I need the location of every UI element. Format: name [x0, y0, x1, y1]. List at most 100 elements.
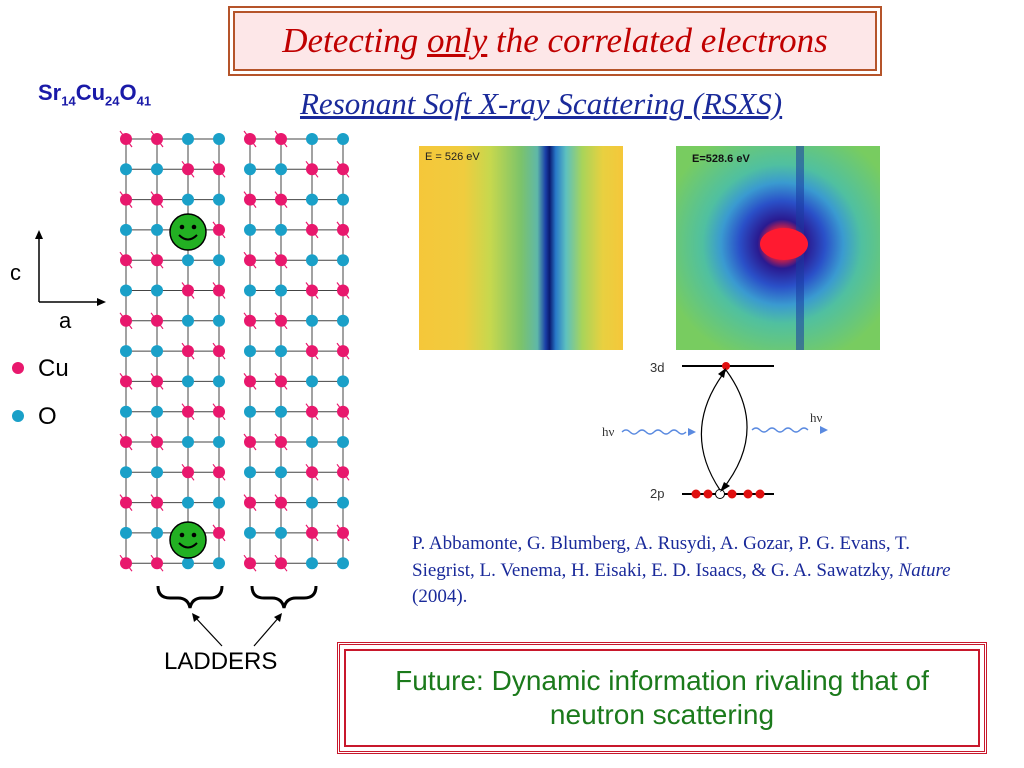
o-atom — [337, 254, 349, 267]
spin-arrow — [119, 554, 133, 572]
formula-cu-sub: 24 — [105, 93, 120, 109]
o-atom — [120, 345, 132, 358]
spin-arrow — [336, 282, 350, 299]
spin-arrow — [305, 463, 319, 481]
spin-arrow — [243, 130, 257, 148]
o-atom — [275, 466, 287, 479]
o-atom — [213, 436, 225, 448]
spin-arrow — [274, 373, 288, 390]
c-axis-label: c — [10, 260, 21, 285]
left-arrowhead — [192, 613, 200, 622]
ladder-lattice — [119, 130, 350, 572]
axis-arrows — [35, 230, 106, 306]
o-atom — [244, 163, 256, 176]
spin-arrow — [212, 524, 226, 542]
ladder-braces — [156, 585, 318, 647]
o-atom — [337, 193, 349, 206]
spin-arrow — [336, 524, 350, 542]
o-atom — [337, 436, 349, 448]
spin-arrow — [119, 191, 133, 208]
o-atom — [306, 193, 318, 206]
o-atom — [306, 375, 318, 388]
ladders-label: LADDERS — [164, 648, 278, 675]
excitation-arc — [700, 369, 727, 491]
image-left-label: E = 526 eV — [425, 151, 480, 163]
o-atom — [306, 436, 318, 448]
spin-arrow — [243, 312, 257, 330]
spin-arrow — [150, 494, 164, 511]
photon-out-wave — [751, 427, 809, 433]
o-atom — [337, 557, 349, 570]
spin-arrow — [150, 373, 164, 390]
citation-authors: P. Abbamonte, G. Blumberg, A. Rusydi, A.… — [412, 533, 910, 581]
right-arrow-line — [253, 615, 281, 647]
smiley-face-icon-top — [169, 213, 207, 251]
spin-arrow — [119, 130, 133, 148]
spin-arrow — [212, 403, 226, 421]
spin-arrow — [181, 342, 195, 360]
spin-arrow — [274, 494, 288, 511]
spin-arrow — [150, 554, 164, 572]
o-atom — [120, 405, 132, 418]
image-right-label: E=528.6 eV — [692, 153, 750, 165]
title-after: the correlated electrons — [496, 21, 828, 60]
title-emphasis: only — [427, 21, 488, 60]
c-axis-arrowhead — [35, 230, 43, 239]
o-atom — [120, 223, 132, 236]
o-atom — [120, 526, 132, 539]
subtitle: Resonant Soft X-ray Scattering (RSXS) — [300, 86, 783, 121]
o-atom — [120, 466, 132, 479]
excited-electron — [722, 362, 730, 370]
smiley-face-icon-bottom — [169, 521, 207, 559]
o-atom — [337, 133, 349, 145]
o-atom — [151, 163, 163, 176]
spin-arrow — [181, 160, 195, 178]
o-atom — [275, 345, 287, 358]
o-atom — [213, 375, 225, 388]
o-atom — [244, 526, 256, 539]
left-arrow-line — [193, 615, 223, 647]
spin-arrow — [212, 221, 226, 239]
o-atom — [337, 496, 349, 509]
o-atom — [213, 314, 225, 327]
o-atom — [275, 405, 287, 418]
spin-arrow — [336, 160, 350, 178]
chemical-formula: Sr14Cu24O41 — [38, 80, 151, 108]
spin-arrow — [274, 130, 288, 148]
citation-year: (2004). — [412, 586, 468, 608]
spin-arrow — [243, 554, 257, 572]
a-axis-label: a — [59, 308, 72, 333]
photon-out-label: hν — [810, 410, 823, 425]
formula-sr: Sr — [38, 80, 62, 105]
cu-legend-label: Cu — [38, 355, 69, 382]
spin-arrow — [243, 494, 257, 511]
formula-sr-sub: 14 — [61, 93, 76, 109]
o-atom — [306, 557, 318, 570]
o-atom — [182, 375, 194, 388]
spin-arrow — [305, 524, 319, 542]
o-atom — [244, 223, 256, 236]
spin-arrow — [336, 221, 350, 239]
citation-journal: Nature — [898, 559, 951, 581]
spin-arrow — [181, 463, 195, 481]
spin-arrow — [212, 342, 226, 360]
formula-cu: Cu — [75, 80, 106, 105]
o-atom — [182, 314, 194, 327]
spin-arrow — [119, 494, 133, 511]
spin-arrow — [119, 433, 133, 451]
o-atom — [244, 284, 256, 297]
o-atom — [337, 375, 349, 388]
future-text: Future: Dynamic information rivaling tha… — [344, 649, 980, 747]
spin-arrow — [274, 251, 288, 269]
spin-arrow — [305, 160, 319, 178]
spin-arrow — [212, 463, 226, 481]
o-atom — [337, 314, 349, 327]
spin-arrow — [336, 403, 350, 421]
rsxs-image-526ev: E = 526 eV — [419, 146, 623, 350]
future-box: Future: Dynamic information rivaling tha… — [337, 642, 987, 754]
spin-arrow — [243, 251, 257, 269]
o-atom — [182, 193, 194, 206]
o-atom — [244, 466, 256, 479]
spin-arrow — [305, 282, 319, 299]
photon-in-wave — [621, 429, 687, 435]
